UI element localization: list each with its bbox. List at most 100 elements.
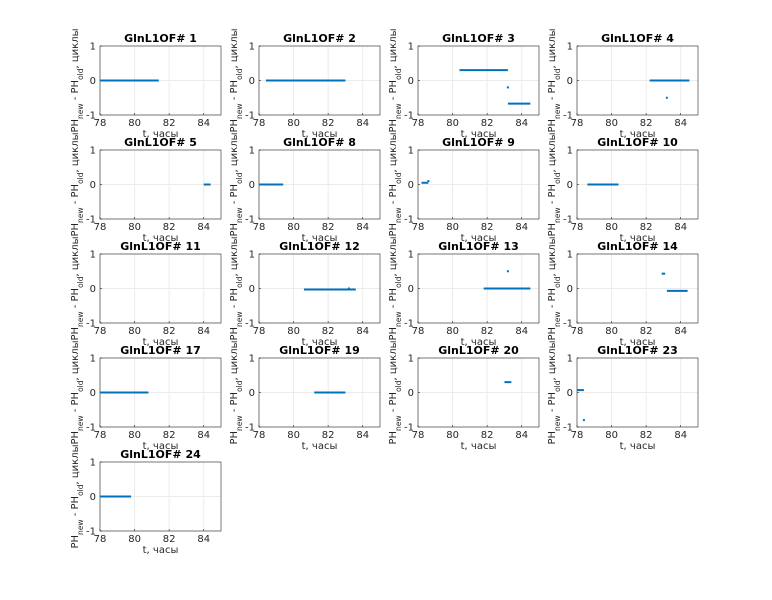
y-label-subscript: new bbox=[235, 311, 244, 327]
subplot-panel: 78 80 82 84 -1 0 1 GlnL1OF# 2 t, часы PHnew - PHo… bbox=[229, 28, 381, 140]
data-point bbox=[665, 96, 668, 99]
y-label-part: PH bbox=[70, 431, 81, 445]
x-tick-label: 82 bbox=[322, 326, 335, 337]
y-label-subscript: old bbox=[394, 172, 403, 184]
subplot-panel: 78 80 82 84 -1 0 1 GlnL1OF# 1 t, часы PHnew - PHo… bbox=[70, 28, 222, 140]
y-label-part: PH bbox=[547, 119, 558, 133]
x-tick-label: 82 bbox=[640, 326, 653, 337]
y-axis-label: PHnew - PHold, циклы bbox=[70, 340, 85, 444]
y-label-subscript: old bbox=[235, 172, 244, 184]
data-point bbox=[347, 287, 350, 290]
x-tick-label: 84 bbox=[197, 430, 210, 441]
y-tick-label: 1 bbox=[90, 354, 96, 365]
x-tick-label: 82 bbox=[481, 222, 494, 233]
y-label-part: - PH bbox=[547, 184, 558, 208]
x-tick-label: 78 bbox=[571, 430, 584, 441]
y-tick-label: -1 bbox=[86, 527, 96, 538]
x-tick-label: 84 bbox=[197, 118, 210, 129]
y-axis-label: PHnew - PHold, циклы bbox=[547, 340, 562, 444]
y-tick-label: 1 bbox=[90, 458, 96, 469]
x-tick-label: 78 bbox=[412, 430, 425, 441]
y-label-part: PH bbox=[547, 223, 558, 237]
y-axis-label: PHnew - PHold, циклы bbox=[388, 236, 403, 340]
y-tick-label: -1 bbox=[563, 111, 573, 122]
y-axis-label: PHnew - PHold, циклы bbox=[229, 340, 244, 444]
y-label-part: - PH bbox=[388, 80, 399, 104]
x-tick-label: 84 bbox=[356, 222, 369, 233]
x-tick-label: 80 bbox=[287, 326, 300, 337]
subplot-panel: 78 80 82 84 -1 0 1 GlnL1OF# 3 t, часы PHnew - PHo… bbox=[388, 28, 540, 140]
subplot-title: GlnL1OF# 8 bbox=[283, 136, 356, 149]
y-label-subscript: old bbox=[235, 276, 244, 288]
x-tick-label: 82 bbox=[163, 118, 176, 129]
y-label-subscript: old bbox=[394, 380, 403, 392]
y-label-part: - PH bbox=[388, 392, 399, 416]
x-tick-label: 78 bbox=[253, 430, 266, 441]
subplot-title: GlnL1OF# 14 bbox=[597, 240, 678, 253]
x-tick-label: 80 bbox=[128, 222, 141, 233]
y-label-subscript: new bbox=[553, 311, 562, 327]
x-tick-label: 84 bbox=[674, 222, 687, 233]
y-tick-label: -1 bbox=[86, 111, 96, 122]
y-label-part: PH bbox=[70, 535, 81, 549]
y-label-subscript: old bbox=[76, 68, 85, 80]
y-label-subscript: old bbox=[394, 68, 403, 80]
data-point bbox=[506, 86, 509, 89]
y-label-part: , циклы bbox=[70, 340, 81, 380]
x-tick-label: 80 bbox=[128, 534, 141, 545]
y-tick-label: -1 bbox=[245, 215, 255, 226]
x-tick-label: 80 bbox=[128, 430, 141, 441]
y-label-part: , циклы bbox=[70, 28, 81, 68]
y-tick-label: 1 bbox=[567, 42, 573, 53]
x-tick-label: 78 bbox=[571, 222, 584, 233]
x-axis-label: t, часы bbox=[302, 337, 338, 348]
subplot-title: GlnL1OF# 9 bbox=[442, 136, 515, 149]
x-tick-label: 82 bbox=[322, 118, 335, 129]
x-tick-label: 80 bbox=[446, 430, 459, 441]
y-tick-label: 1 bbox=[90, 42, 96, 53]
y-label-subscript: new bbox=[76, 311, 85, 327]
y-axis-label: PHnew - PHold, циклы bbox=[70, 444, 85, 548]
subplot-title: GlnL1OF# 12 bbox=[279, 240, 360, 253]
x-axis-label: t, часы bbox=[461, 129, 497, 140]
y-tick-label: 1 bbox=[249, 354, 255, 365]
y-label-part: PH bbox=[70, 327, 81, 341]
x-tick-label: 80 bbox=[446, 118, 459, 129]
subplot-title: GlnL1OF# 1 bbox=[124, 32, 197, 45]
y-label-part: PH bbox=[229, 431, 240, 445]
y-label-part: - PH bbox=[229, 288, 240, 312]
data-point bbox=[582, 419, 585, 422]
y-label-part: PH bbox=[70, 223, 81, 237]
y-tick-label: 0 bbox=[90, 180, 96, 191]
y-label-part: PH bbox=[229, 327, 240, 341]
x-tick-label: 84 bbox=[674, 326, 687, 337]
x-tick-label: 78 bbox=[253, 326, 266, 337]
x-tick-label: 80 bbox=[605, 326, 618, 337]
y-label-subscript: new bbox=[394, 207, 403, 223]
y-tick-label: 0 bbox=[408, 76, 414, 87]
y-label-part: , циклы bbox=[547, 132, 558, 172]
x-tick-label: 80 bbox=[287, 118, 300, 129]
y-tick-label: -1 bbox=[86, 319, 96, 330]
x-axis-label: t, часы bbox=[620, 337, 656, 348]
y-label-part: PH bbox=[229, 223, 240, 237]
y-label-subscript: old bbox=[76, 380, 85, 392]
subplot-title: GlnL1OF# 4 bbox=[601, 32, 674, 45]
x-tick-label: 78 bbox=[94, 534, 107, 545]
y-tick-label: 0 bbox=[567, 180, 573, 191]
x-tick-label: 80 bbox=[605, 430, 618, 441]
x-tick-label: 80 bbox=[446, 222, 459, 233]
data-point bbox=[506, 270, 509, 273]
y-tick-label: -1 bbox=[245, 111, 255, 122]
y-axis-label: PHnew - PHold, циклы bbox=[229, 28, 244, 132]
x-tick-label: 80 bbox=[128, 118, 141, 129]
subplot-title: GlnL1OF# 5 bbox=[124, 136, 197, 149]
y-axis-label: PHnew - PHold, циклы bbox=[229, 236, 244, 340]
y-label-subscript: new bbox=[76, 103, 85, 119]
y-label-part: - PH bbox=[388, 288, 399, 312]
y-label-part: PH bbox=[388, 431, 399, 445]
subplot-title: GlnL1OF# 2 bbox=[283, 32, 356, 45]
